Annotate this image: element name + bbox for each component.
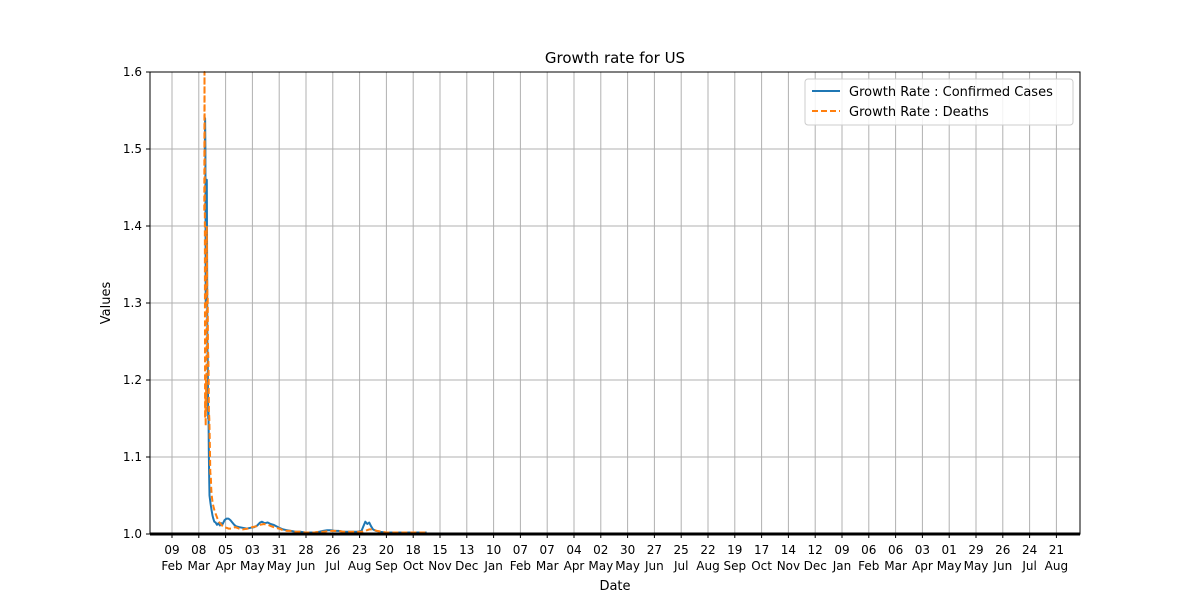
x-tick-day-label: 09 — [164, 543, 179, 557]
x-tick-day-label: 21 — [1049, 543, 1064, 557]
y-axis-ticks: 1.0 1.1 1.2 1.3 1.4 1.5 1.6 — [123, 65, 150, 541]
x-tick-month-label: Aug — [1045, 559, 1068, 573]
x-tick-month-label: Mar — [536, 559, 559, 573]
x-tick-day-label: 13 — [459, 543, 474, 557]
y-tick-label: 1.5 — [123, 142, 142, 156]
x-tick-day-label: 25 — [674, 543, 689, 557]
x-tick-day-label: 14 — [781, 543, 796, 557]
legend-label-confirmed: Growth Rate : Confirmed Cases — [849, 85, 1053, 100]
x-tick-month-label: Jul — [325, 559, 340, 573]
x-tick-day-label: 04 — [566, 543, 581, 557]
x-tick-month-label: Apr — [564, 559, 585, 573]
series-layer — [203, 71, 427, 534]
x-tick-month-label: May — [267, 559, 292, 573]
x-tick-day-label: 29 — [968, 543, 983, 557]
x-tick-day-label: 26 — [325, 543, 340, 557]
x-tick-month-label: Mar — [884, 559, 907, 573]
x-tick-month-label: Jul — [673, 559, 688, 573]
y-tick-label: 1.4 — [123, 219, 142, 233]
legend-label-deaths: Growth Rate : Deaths — [849, 105, 989, 120]
chart-title: Growth rate for US — [545, 49, 685, 67]
x-tick-month-label: Apr — [215, 559, 236, 573]
x-axis-ticks: 09 Feb 08 Mar 05 Apr 03 May 31 May 28 Jun 26 Jul 23 Aug… — [161, 534, 1068, 573]
x-tick-month-label: May — [964, 559, 989, 573]
x-tick-month-label: Jun — [296, 559, 316, 573]
x-tick-month-label: Mar — [187, 559, 210, 573]
x-tick-day-label: 03 — [245, 543, 260, 557]
x-tick-month-label: Nov — [777, 559, 800, 573]
x-tick-day-label: 18 — [406, 543, 421, 557]
y-tick-label: 1.6 — [123, 65, 142, 79]
x-tick-day-label: 12 — [808, 543, 823, 557]
x-tick-month-label: Apr — [912, 559, 933, 573]
x-tick-month-label: Jul — [1021, 559, 1036, 573]
y-tick-label: 1.1 — [123, 450, 142, 464]
x-tick-day-label: 07 — [513, 543, 528, 557]
x-tick-day-label: 10 — [486, 543, 501, 557]
x-tick-month-label: May — [240, 559, 265, 573]
x-tick-day-label: 28 — [298, 543, 313, 557]
x-tick-day-label: 05 — [218, 543, 233, 557]
x-tick-month-label: Oct — [751, 559, 772, 573]
legend: Growth Rate : Confirmed Cases Growth Rat… — [804, 78, 1074, 126]
x-tick-day-label: 03 — [915, 543, 930, 557]
x-tick-day-label: 26 — [995, 543, 1010, 557]
x-tick-day-label: 08 — [191, 543, 206, 557]
x-tick-month-label: Feb — [161, 559, 182, 573]
x-tick-day-label: 06 — [861, 543, 876, 557]
x-tick-day-label: 20 — [379, 543, 394, 557]
x-tick-day-label: 17 — [754, 543, 769, 557]
y-tick-label: 1.0 — [123, 527, 142, 541]
x-axis-label: Date — [599, 579, 630, 594]
legend-box — [804, 78, 1074, 126]
x-tick-month-label: May — [615, 559, 640, 573]
x-tick-month-label: Sep — [375, 559, 398, 573]
x-tick-month-label: Feb — [510, 559, 531, 573]
x-tick-day-label: 27 — [647, 543, 662, 557]
x-tick-month-label: Aug — [348, 559, 371, 573]
x-tick-day-label: 19 — [727, 543, 742, 557]
x-tick-day-label: 24 — [1022, 543, 1037, 557]
x-tick-month-label: Feb — [858, 559, 879, 573]
y-tick-label: 1.2 — [123, 373, 142, 387]
x-tick-day-label: 31 — [272, 543, 287, 557]
x-tick-month-label: Aug — [696, 559, 719, 573]
x-tick-month-label: May — [588, 559, 613, 573]
x-tick-month-label: Jun — [644, 559, 664, 573]
x-tick-month-label: Sep — [723, 559, 746, 573]
x-tick-day-label: 09 — [834, 543, 849, 557]
y-axis-label: Values — [99, 282, 114, 325]
x-tick-day-label: 22 — [700, 543, 715, 557]
x-tick-month-label: Jan — [483, 559, 503, 573]
x-tick-month-label: Jan — [832, 559, 852, 573]
x-tick-day-label: 23 — [352, 543, 367, 557]
x-tick-month-label: Jun — [992, 559, 1012, 573]
y-tick-label: 1.3 — [123, 296, 142, 310]
x-tick-day-label: 07 — [540, 543, 555, 557]
x-tick-month-label: Oct — [403, 559, 424, 573]
x-tick-day-label: 15 — [432, 543, 447, 557]
x-tick-day-label: 06 — [888, 543, 903, 557]
x-tick-day-label: 02 — [593, 543, 608, 557]
x-tick-day-label: 30 — [620, 543, 635, 557]
x-tick-month-label: Dec — [455, 559, 478, 573]
x-tick-month-label: Dec — [804, 559, 827, 573]
series-line-deaths — [203, 71, 427, 534]
x-tick-month-label: May — [937, 559, 962, 573]
x-tick-month-label: Nov — [428, 559, 451, 573]
x-tick-day-label: 01 — [942, 543, 957, 557]
